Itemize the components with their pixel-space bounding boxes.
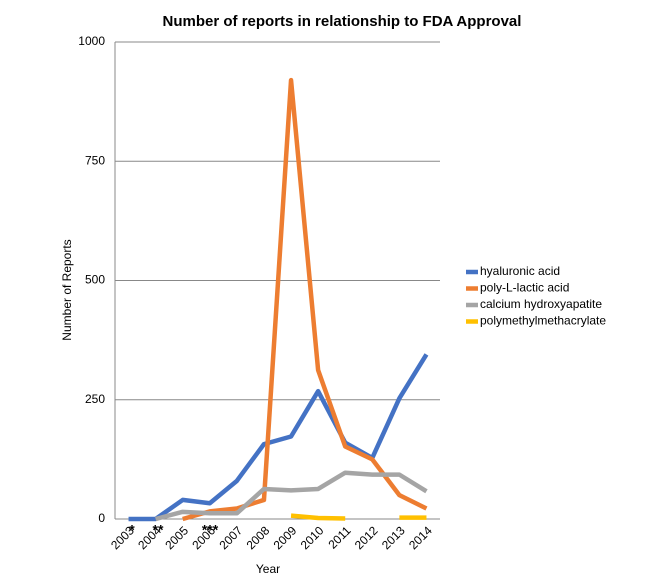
y-tick-label: 250	[85, 392, 105, 406]
legend-label: calcium hydroxyapatite	[480, 297, 602, 311]
legend-label: polymethylmethacrylate	[480, 314, 606, 328]
annotation: ***	[202, 522, 219, 538]
legend-label: hyaluronic acid	[480, 264, 560, 278]
x-tick-label: 2010	[298, 523, 327, 552]
y-tick-label: 750	[85, 153, 105, 167]
x-tick-label: 2008	[244, 523, 273, 552]
annotation: *	[129, 522, 135, 538]
series-line	[128, 353, 429, 522]
series-line	[155, 470, 428, 522]
y-tick-label: 0	[98, 511, 105, 525]
chart-title: Number of reports in relationship to FDA…	[163, 13, 522, 30]
series-line	[290, 513, 427, 521]
x-tick-label: 2014	[406, 523, 435, 552]
series-line	[182, 77, 428, 522]
x-tick-label: 2012	[352, 523, 381, 552]
x-tick-label: 2009	[271, 523, 300, 552]
x-tick-label: 2007	[216, 523, 245, 552]
y-axis-label: Number of Reports	[60, 239, 74, 340]
annotation: **	[153, 522, 164, 538]
y-tick-label: 500	[85, 273, 105, 287]
x-tick-label: 2005	[162, 523, 191, 552]
x-tick-label: 2013	[379, 523, 408, 552]
y-tick-label: 1000	[78, 34, 105, 48]
legend-label: poly-L-lactic acid	[480, 281, 569, 295]
x-axis-label: Year	[256, 562, 280, 576]
x-tick-label: 2011	[325, 523, 353, 551]
